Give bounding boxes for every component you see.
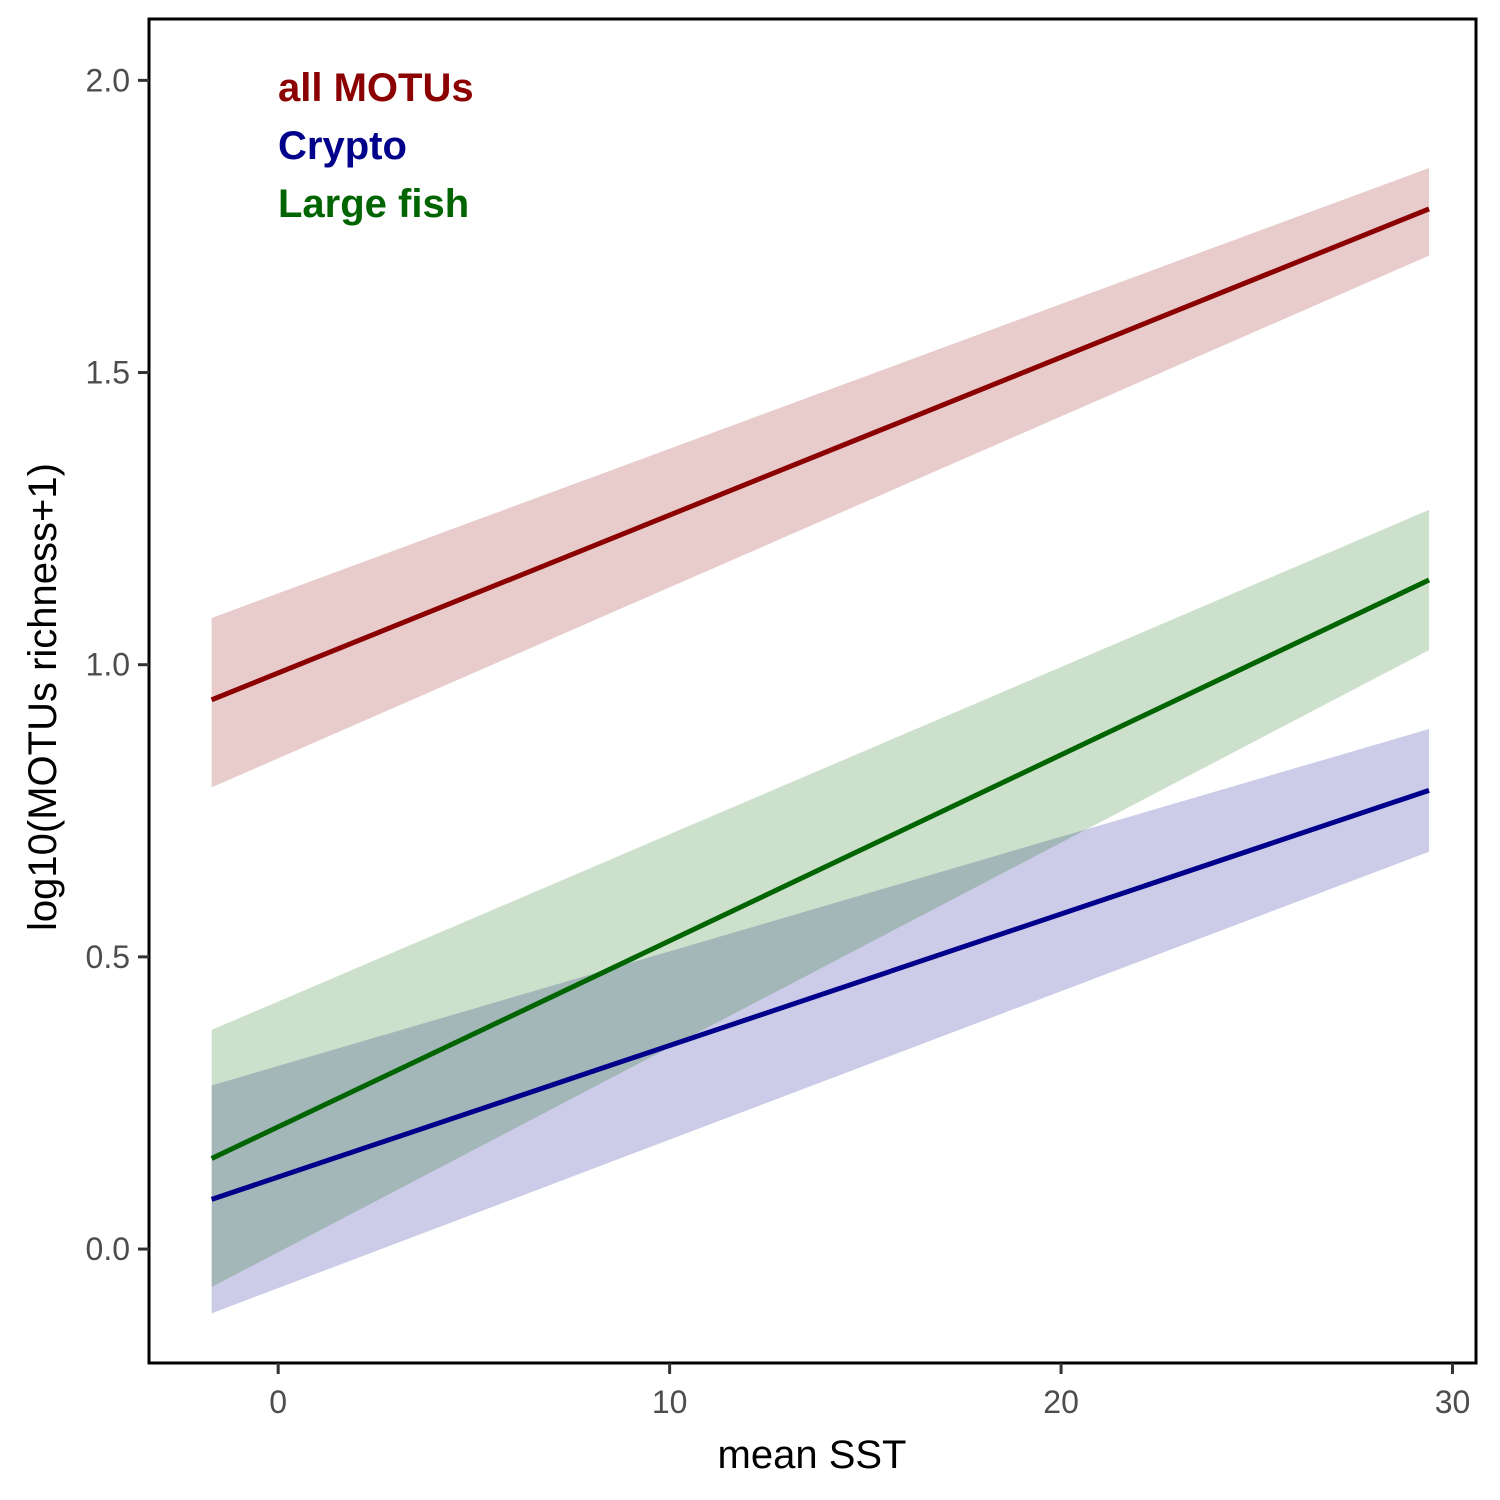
ribbon-crypto <box>211 728 1430 1314</box>
y-axis-title: log10(MOTUs richness+1) <box>21 463 65 931</box>
legend-label-crypto: Crypto <box>278 124 407 168</box>
x-tick-label: 20 <box>1043 1384 1079 1420</box>
x-tick-label: 0 <box>269 1384 287 1420</box>
plot-border <box>147 17 1478 1365</box>
x-axis-title: mean SST <box>718 1433 907 1477</box>
y-tick-label: 0.5 <box>86 939 130 975</box>
y-tick-label: 1.0 <box>86 647 130 683</box>
line-large-fish <box>210 577 1431 1161</box>
fit-lines <box>210 206 1431 1202</box>
y-tick-label: 2.0 <box>86 62 130 98</box>
y-axis: 0.0 0.5 1.0 1.5 2.0 <box>86 62 149 1267</box>
legend: all MOTUs Crypto Large fish <box>278 66 474 226</box>
legend-label-all-motus: all MOTUs <box>278 66 474 110</box>
ribbon-large-fish <box>211 509 1430 1288</box>
confidence-ribbons <box>211 168 1430 1314</box>
x-axis: 0 10 20 30 <box>269 1363 1470 1420</box>
line-crypto <box>210 787 1430 1202</box>
line-all-motus <box>210 206 1430 703</box>
y-tick-label: 0.0 <box>86 1231 130 1267</box>
legend-label-large-fish: Large fish <box>278 182 469 226</box>
ribbon-all-motus <box>211 168 1430 788</box>
x-tick-label: 30 <box>1435 1384 1471 1420</box>
x-tick-label: 10 <box>652 1384 688 1420</box>
y-tick-label: 1.5 <box>86 355 130 391</box>
